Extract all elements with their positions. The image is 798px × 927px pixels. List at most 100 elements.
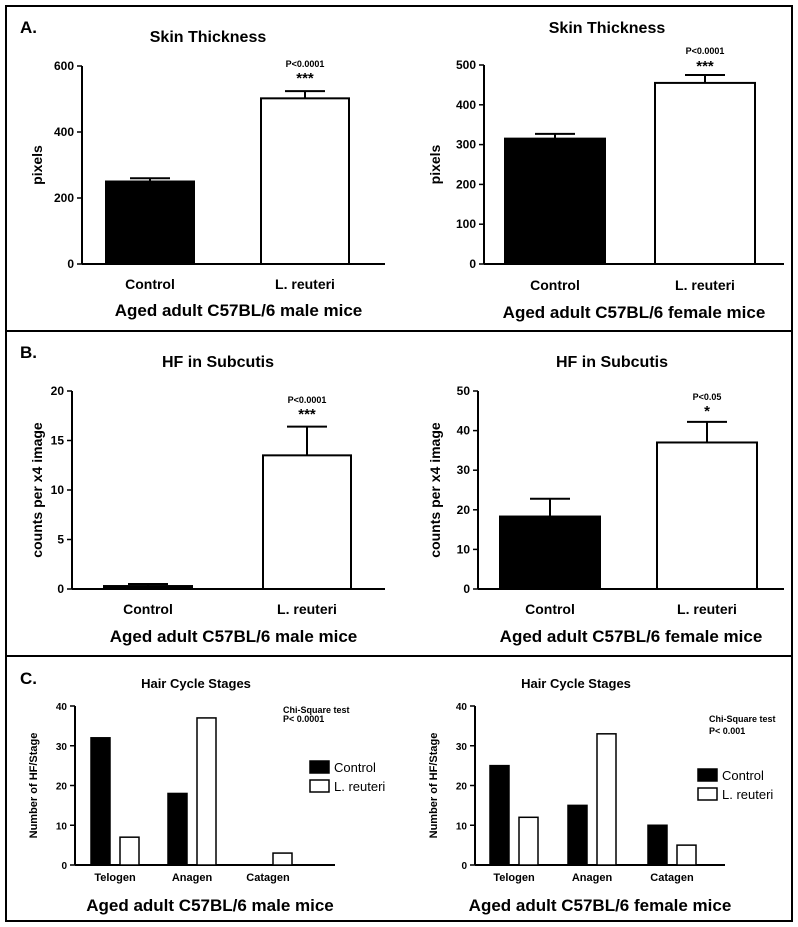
bar [260, 97, 350, 265]
panel-b-letter: B. [20, 343, 37, 362]
legend-label: Control [722, 768, 764, 783]
y-tick-label: 400 [54, 125, 74, 139]
chart-title: Hair Cycle Stages [141, 676, 251, 691]
x-category-label: L. reuteri [275, 276, 335, 292]
bar [567, 804, 588, 866]
y-tick-label: 40 [56, 702, 68, 713]
y-tick-label: 0 [57, 582, 64, 596]
x-category-label: Telogen [493, 872, 535, 884]
bar [105, 180, 195, 265]
x-category-label: Anagen [172, 872, 213, 884]
y-tick-label: 20 [56, 782, 68, 793]
y-axis-label: pixels [427, 144, 443, 184]
y-tick-label: 0 [463, 582, 470, 596]
y-tick-label: 40 [457, 424, 471, 438]
x-axis-label: Aged adult C57BL/6 male mice [110, 627, 358, 646]
y-tick-label: 10 [56, 821, 68, 832]
bar [167, 792, 188, 866]
chart-title: Hair Cycle Stages [521, 676, 631, 691]
bar [504, 137, 606, 266]
y-tick-label: 20 [51, 384, 65, 398]
bar [262, 454, 352, 590]
y-axis-label: Number of HF/Stage [28, 733, 40, 839]
x-category-label: Catagen [246, 872, 290, 884]
y-tick-label: 5 [57, 533, 64, 547]
bar [489, 764, 510, 866]
x-axis-label: Aged adult C57BL/6 female mice [500, 627, 763, 646]
y-tick-label: 30 [457, 463, 471, 477]
y-tick-label: 400 [456, 98, 476, 112]
legend-swatch [697, 768, 718, 782]
y-tick-label: 600 [54, 59, 74, 73]
x-category-label: Control [125, 276, 175, 292]
y-tick-label: 40 [456, 702, 468, 713]
significance-stars: *** [696, 58, 714, 75]
legend-label: Control [334, 760, 376, 775]
y-tick-label: 20 [456, 782, 468, 793]
legend-swatch [697, 787, 718, 801]
y-tick-label: 10 [456, 821, 468, 832]
y-tick-label: 50 [457, 384, 471, 398]
y-tick-label: 300 [456, 138, 476, 152]
bar [499, 515, 601, 590]
p-value-label: P< 0.001 [709, 726, 745, 736]
y-tick-label: 10 [51, 483, 65, 497]
x-category-label: L. reuteri [277, 601, 337, 617]
y-tick-label: 200 [456, 177, 476, 191]
y-axis-label: counts per x4 image [427, 422, 443, 558]
y-axis-label: counts per x4 image [29, 422, 45, 558]
x-axis-label: Aged adult C57BL/6 female mice [469, 896, 732, 915]
y-tick-label: 200 [54, 191, 74, 205]
legend-swatch [309, 779, 330, 793]
y-tick-label: 30 [56, 742, 68, 753]
y-tick-label: 20 [457, 503, 471, 517]
panel-a-letter: A. [20, 18, 37, 37]
x-category-label: Control [525, 601, 575, 617]
y-tick-label: 500 [456, 58, 476, 72]
y-axis-label: Number of HF/Stage [428, 733, 440, 839]
x-category-label: Control [530, 277, 580, 293]
x-axis-label: Aged adult C57BL/6 female mice [503, 303, 766, 322]
y-tick-label: 0 [67, 257, 74, 271]
bar [596, 733, 617, 866]
stat-test-label: Chi-Square test [283, 705, 350, 715]
bar [518, 816, 539, 866]
chart-title: HF in Subcutis [556, 354, 668, 371]
bar [272, 852, 293, 866]
x-category-label: Catagen [650, 872, 694, 884]
panel-c-letter: C. [20, 669, 37, 688]
x-axis-label: Aged adult C57BL/6 male mice [115, 301, 363, 320]
significance-stars: *** [298, 406, 316, 423]
y-tick-label: 10 [457, 542, 471, 556]
y-tick-label: 0 [61, 861, 67, 872]
x-category-label: Control [123, 601, 173, 617]
significance-stars: *** [296, 70, 314, 87]
chart-title: Skin Thickness [150, 29, 267, 46]
bar [656, 441, 758, 591]
chart-title: Skin Thickness [549, 20, 666, 37]
bar [103, 585, 193, 591]
legend-label: L. reuteri [334, 779, 385, 794]
panel-c-frame [5, 655, 793, 922]
x-category-label: L. reuteri [677, 601, 737, 617]
legend-swatch [309, 760, 330, 774]
y-tick-label: 100 [456, 217, 476, 231]
y-axis-label: pixels [29, 145, 45, 185]
y-tick-label: 15 [51, 434, 65, 448]
stat-test-label: Chi-Square test [709, 714, 776, 724]
y-tick-label: 0 [461, 861, 467, 872]
x-category-label: Telogen [94, 872, 136, 884]
p-value-label: P<0.0001 [686, 46, 725, 56]
p-value-label: P<0.0001 [288, 395, 327, 405]
p-value-label: P<0.0001 [286, 59, 325, 69]
p-value-label: P<0.05 [693, 392, 722, 402]
bar [676, 844, 697, 866]
significance-stars: * [704, 403, 710, 420]
x-axis-label: Aged adult C57BL/6 male mice [86, 896, 334, 915]
x-category-label: L. reuteri [675, 277, 735, 293]
bar [647, 824, 668, 866]
legend-label: L. reuteri [722, 787, 773, 802]
y-tick-label: 30 [456, 742, 468, 753]
